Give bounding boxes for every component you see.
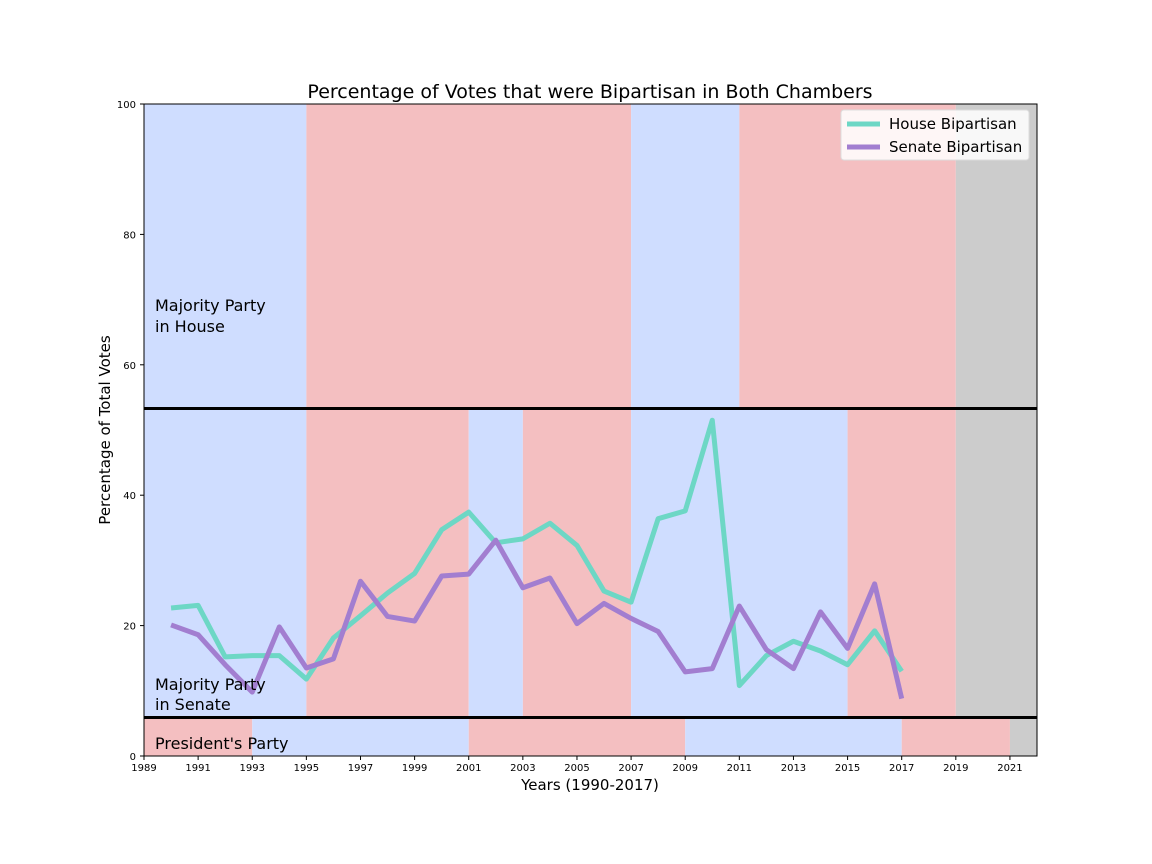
chart-title: Percentage of Votes that were Bipartisan… (307, 81, 872, 103)
house-band-segment-2 (631, 104, 740, 409)
x-tick-label-1993: 1993 (240, 763, 265, 774)
senate-band-label: Majority Party in Senate (155, 675, 266, 714)
x-axis: 1989 1991 1993 1995 1997 1999 2001 2003 2005 2007… (131, 756, 1023, 774)
president-band-segment-4 (901, 717, 1010, 756)
y-axis-label: Percentage of Total Votes (96, 335, 114, 525)
senate-band-segment-0 (144, 408, 307, 718)
plot-frame (143, 103, 1038, 757)
senate-label-line1: Majority Party (155, 675, 266, 694)
x-axis-label: Years (1990-2017) (520, 776, 659, 794)
x-tick-label-1997: 1997 (348, 763, 373, 774)
x-tick-label-2011: 2011 (727, 763, 752, 774)
senate-band-segment-1 (306, 408, 469, 718)
legend-label-senate: Senate Bipartisan (889, 138, 1022, 156)
x-tick-label-2003: 2003 (510, 763, 535, 774)
legend-box (840, 109, 1030, 161)
president-band-segment-5 (1009, 717, 1037, 756)
legend: House Bipartisan Senate Bipartisan (840, 109, 1030, 161)
senate-band-segment-6 (955, 408, 1037, 718)
senate-band-segment-5 (847, 408, 956, 718)
x-tick-label-2017: 2017 (889, 763, 914, 774)
house-band-segment-1 (306, 104, 632, 409)
x-tick-label-1999: 1999 (402, 763, 427, 774)
senate-label-line2: in Senate (155, 695, 231, 714)
house-label-line2: in House (155, 317, 225, 336)
party-bands (144, 104, 1037, 756)
president-band-segment-0 (144, 717, 253, 756)
y-tick-label-20: 20 (123, 622, 136, 633)
x-tick-label-1989: 1989 (131, 763, 156, 774)
y-tick-label-0: 0 (130, 752, 136, 763)
president-band-segment-3 (685, 717, 902, 756)
x-tick-label-1995: 1995 (294, 763, 319, 774)
legend-label-house: House Bipartisan (889, 115, 1017, 133)
x-tick-label-2007: 2007 (618, 763, 643, 774)
house-band-segment-0 (144, 104, 307, 409)
series-lines (170, 417, 905, 700)
x-tick-label-1991: 1991 (185, 763, 210, 774)
x-tick-label-2005: 2005 (564, 763, 589, 774)
president-band-segment-2 (468, 717, 686, 756)
x-tick-label-2009: 2009 (672, 763, 697, 774)
y-axis: 0 20 40 60 80 100 (117, 100, 144, 763)
y-tick-label-60: 60 (123, 361, 136, 372)
house-band-label: Majority Party in House (155, 296, 266, 336)
series-line-house (170, 417, 904, 689)
x-tick-label-2001: 2001 (456, 763, 481, 774)
band-dividers (144, 406, 1037, 720)
y-tick-label-80: 80 (123, 230, 136, 241)
president-band-label: President's Party (155, 734, 289, 753)
series-line-senate (170, 537, 905, 700)
house-label-line1: Majority Party (155, 296, 266, 315)
x-tick-label-2021: 2021 (997, 763, 1022, 774)
senate-band-segment-3 (522, 408, 632, 718)
president-band-segment-1 (252, 717, 469, 756)
x-tick-label-2019: 2019 (943, 763, 968, 774)
y-tick-label-100: 100 (117, 100, 136, 111)
y-tick-label-40: 40 (123, 491, 136, 502)
x-tick-label-2013: 2013 (781, 763, 806, 774)
x-tick-label-2015: 2015 (835, 763, 860, 774)
